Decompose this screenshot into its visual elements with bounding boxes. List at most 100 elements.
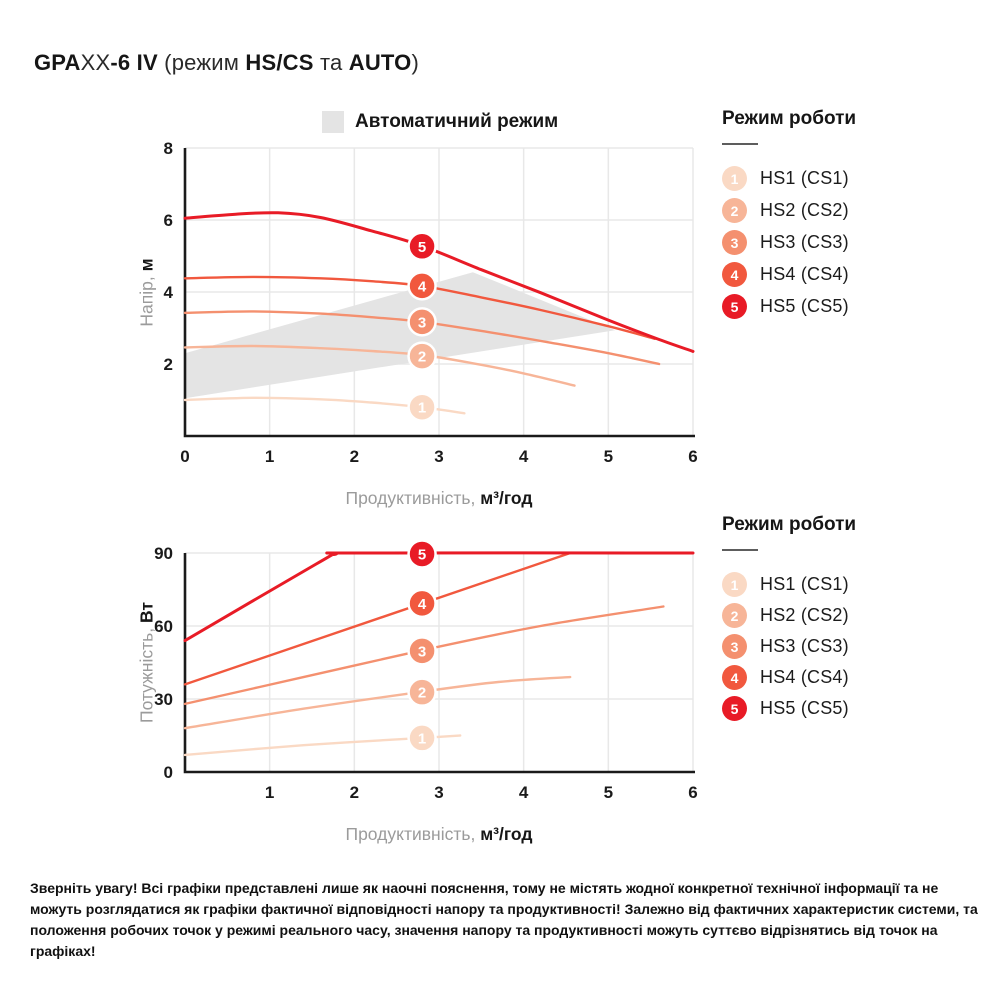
x-tick-label: 4 bbox=[519, 783, 529, 802]
curve-badge-number: 1 bbox=[418, 400, 426, 417]
curve-badge-number: 5 bbox=[418, 546, 426, 563]
curve-hs2-cs2- bbox=[183, 675, 572, 730]
curve-badge-4 bbox=[407, 271, 437, 301]
mode-badge-icon: 2 bbox=[722, 603, 747, 628]
legend-item-label: HS1 (CS1) bbox=[760, 168, 849, 188]
mode-badge-icon: 3 bbox=[722, 634, 747, 659]
x-tick-label: 6 bbox=[688, 447, 697, 466]
y-tick-label: 4 bbox=[164, 283, 174, 302]
mode-badge-icon: 5 bbox=[722, 696, 747, 721]
flow-axis-title-bottom: Продуктивність, м³/год bbox=[345, 824, 533, 844]
legend-divider bbox=[722, 549, 758, 551]
axis-lines bbox=[183, 148, 695, 438]
curve-hs1-cs1- bbox=[183, 396, 466, 415]
curve-hs1-cs1- bbox=[183, 734, 462, 757]
mode-badge-icon: 2 bbox=[722, 198, 747, 223]
mode-badge-icon: 1 bbox=[722, 166, 747, 191]
auto-mode-region bbox=[185, 272, 616, 399]
legend-items: 1 HS1 (CS1) 2 HS2 (CS2) 3 HS3 (CS3) 4 HS4 (CS4)… bbox=[722, 166, 962, 319]
legend-item-label: HS2 (CS2) bbox=[760, 605, 849, 625]
auto-mode-swatch-icon bbox=[322, 111, 344, 133]
curve-badge-3 bbox=[407, 636, 437, 666]
legend-item: 3 HS3 (CS3) bbox=[722, 634, 962, 659]
page-title-part: (режим bbox=[157, 50, 246, 75]
x-tick-label: 2 bbox=[350, 447, 359, 466]
mode-badge-icon: 3 bbox=[722, 230, 747, 255]
curve-hs5-cs5- bbox=[183, 551, 695, 643]
axis-lines bbox=[183, 553, 695, 774]
x-tick-label: 5 bbox=[604, 783, 613, 802]
x-tick-label: 3 bbox=[434, 447, 443, 466]
legend-item: 2 HS2 (CS2) bbox=[722, 198, 962, 223]
legend-divider bbox=[722, 143, 758, 145]
legend-item: 2 HS2 (CS2) bbox=[722, 603, 962, 628]
curve-badge-number: 2 bbox=[418, 685, 426, 702]
curve-badge-number: 2 bbox=[418, 349, 426, 366]
legend-item: 4 HS4 (CS4) bbox=[722, 665, 962, 690]
curve-hs3-cs3- bbox=[183, 605, 665, 706]
legend-title: Режим роботи bbox=[722, 108, 857, 129]
legend-item: 5 HS5 (CS5) bbox=[722, 294, 962, 319]
mode-badge-icon: 1 bbox=[722, 572, 747, 597]
curve-hs5-cs5- bbox=[183, 211, 695, 353]
page-title-part: GPA bbox=[34, 50, 81, 75]
curve-badge-2 bbox=[407, 341, 437, 371]
y-tick-label: 2 bbox=[164, 355, 173, 374]
legend-item-label: HS4 (CS4) bbox=[760, 667, 849, 687]
legend-item: 1 HS1 (CS1) bbox=[722, 166, 962, 191]
x-tick-label: 2 bbox=[350, 783, 359, 802]
legend-item-label: HS3 (CS3) bbox=[760, 232, 849, 252]
disclaimer-text: Зверніть увагу! Всі графіки представлені… bbox=[30, 880, 978, 959]
legend-item-label: HS5 (CS5) bbox=[760, 296, 849, 316]
curve-hs4-cs4- bbox=[183, 275, 657, 340]
page-title-part: та bbox=[313, 50, 349, 75]
curve-badge-number: 3 bbox=[418, 314, 426, 331]
flow-axis-title-top: Продуктивність, м³/год bbox=[345, 488, 533, 508]
curve-hs2-cs2- bbox=[183, 344, 576, 387]
curve-badge-4 bbox=[407, 588, 437, 619]
page-title-part: AUTO bbox=[348, 50, 412, 75]
curve-badge-number: 4 bbox=[418, 278, 427, 295]
x-tick-label: 1 bbox=[265, 447, 274, 466]
y-tick-label: 0 bbox=[164, 763, 173, 782]
y-tick-label: 8 bbox=[164, 139, 173, 158]
legend-head-chart: Режим роботи 1 HS1 (CS1) 2 HS2 (CS2) 3 HS3 (C… bbox=[722, 108, 962, 326]
curve-badge-number: 3 bbox=[418, 643, 426, 660]
page-title-part: HS/CS bbox=[245, 50, 314, 75]
x-tick-label: 4 bbox=[519, 447, 529, 466]
legend-item-label: HS4 (CS4) bbox=[760, 264, 849, 284]
curve-badge-3 bbox=[407, 307, 437, 337]
legend-item: 4 HS4 (CS4) bbox=[722, 262, 962, 287]
curve-badge-1 bbox=[407, 392, 437, 422]
curve-badge-number: 1 bbox=[418, 730, 426, 747]
curve-badge-number: 4 bbox=[418, 596, 427, 613]
x-tick-label: 5 bbox=[604, 447, 613, 466]
legend-item-label: HS3 (CS3) bbox=[760, 636, 849, 656]
legend-title: Режим роботи bbox=[722, 514, 857, 535]
legend-item: 5 HS5 (CS5) bbox=[722, 696, 962, 721]
x-tick-label: 6 bbox=[688, 783, 697, 802]
curve-badge-2 bbox=[407, 677, 437, 707]
legend-item: 3 HS3 (CS3) bbox=[722, 230, 962, 255]
head-flow-chart: 1 2 3 4 5 0 1 2 3 4 5 6 2 4 6 8 bbox=[164, 139, 698, 466]
mode-badge-icon: 4 bbox=[722, 262, 747, 287]
mode-badge-icon: 4 bbox=[722, 665, 747, 690]
x-tick-label: 0 bbox=[180, 447, 189, 466]
curve-badge-number: 5 bbox=[418, 239, 426, 256]
legend-item: 1 HS1 (CS1) bbox=[722, 572, 962, 597]
curve-badge-5 bbox=[407, 231, 437, 262]
auto-mode-label: Автоматичний режим bbox=[355, 111, 559, 132]
curve-badge-1 bbox=[407, 723, 437, 753]
auto-mode-legend: Автоматичний режим bbox=[322, 111, 558, 133]
head-axis-title: Напір, м bbox=[136, 258, 157, 327]
power-axis-title: Потужність, Вт bbox=[136, 602, 157, 723]
legend-item-label: HS5 (CS5) bbox=[760, 698, 849, 718]
curve-badge-5 bbox=[407, 539, 437, 569]
legend-items: 1 HS1 (CS1) 2 HS2 (CS2) 3 HS3 (CS3) 4 HS4 (CS4)… bbox=[722, 572, 962, 721]
curve-hs4-cs4- bbox=[183, 551, 572, 686]
page-title: GPAXX-6 IV (режим HS/CS та AUTO) bbox=[34, 50, 419, 76]
y-tick-label: 6 bbox=[164, 211, 173, 230]
page-title-part: XX bbox=[80, 50, 111, 75]
x-tick-label: 3 bbox=[434, 783, 443, 802]
